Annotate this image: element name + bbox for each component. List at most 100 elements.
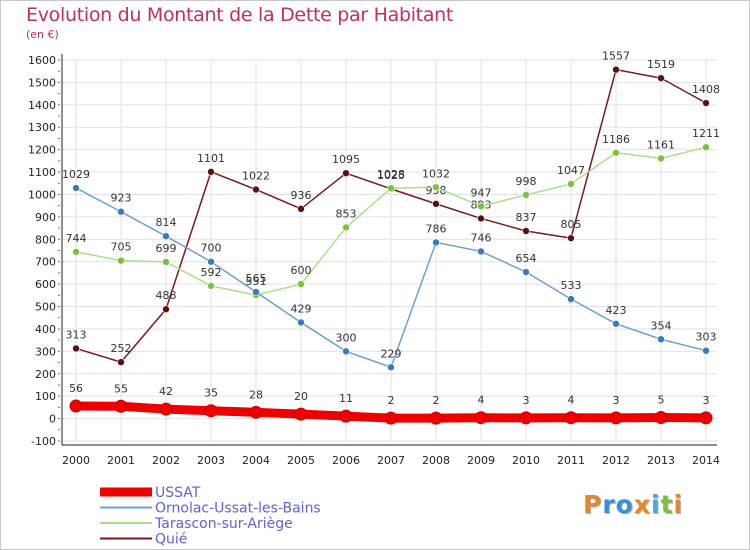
data-point [609, 411, 623, 425]
data-point [612, 319, 620, 328]
chart-title: Evolution du Montant de la Dette par Hab… [26, 4, 454, 26]
data-label: 20 [294, 390, 308, 403]
data-point [339, 409, 353, 423]
data-point [297, 318, 305, 327]
legend-label: Tarascon-sur-Ariège [154, 516, 293, 532]
y-tick-label: 1200 [28, 144, 56, 157]
y-tick-label: 900 [35, 211, 56, 224]
data-label: 853 [336, 207, 357, 220]
data-label: 936 [291, 189, 312, 202]
data-point [252, 288, 260, 296]
data-label: 303 [696, 331, 717, 344]
data-point [207, 282, 215, 290]
data-label: 1029 [62, 168, 90, 181]
y-tick-label: 800 [35, 233, 56, 246]
y-tick-label: 1400 [28, 99, 56, 112]
data-label: 3 [613, 394, 620, 407]
data-label: 551 [246, 275, 267, 288]
data-point [702, 346, 710, 355]
data-label: 533 [561, 279, 582, 292]
data-label: 354 [651, 319, 672, 332]
data-label: 4 [568, 394, 575, 407]
chart-unit: (en €) [26, 28, 59, 41]
data-point [249, 405, 263, 419]
data-point [72, 248, 80, 256]
logo-letter: t [660, 490, 674, 519]
data-label: 705 [111, 241, 132, 254]
data-point [474, 411, 488, 425]
data-label: 4 [478, 394, 485, 407]
data-point [162, 232, 170, 240]
legend-entry: Quié [100, 532, 187, 548]
data-label: 42 [159, 385, 173, 398]
data-point [387, 184, 395, 192]
series-ornolac-ussat-les-bains: 1029 923 814 700 565 429 300 229 786 746 654 533 423… [62, 168, 717, 372]
data-label: 837 [516, 211, 537, 224]
data-label: 1101 [197, 152, 225, 165]
logo-letter: x [633, 490, 651, 519]
x-tick-label: 2000 [62, 454, 90, 467]
data-label: 313 [66, 328, 87, 341]
x-tick-label: 2004 [242, 454, 270, 467]
data-point [72, 344, 80, 353]
data-label: 11 [339, 392, 353, 405]
data-label: 252 [111, 342, 132, 355]
data-point [117, 256, 125, 265]
data-point [297, 280, 305, 288]
data-point [342, 223, 350, 232]
data-point [342, 347, 350, 356]
data-label: 429 [291, 302, 312, 315]
data-point [612, 65, 620, 74]
data-point [159, 402, 173, 416]
data-label: 1095 [332, 153, 360, 166]
x-axis: 2000 2001 2002 2003 2004 2005 2006 2007 2008 2009… [62, 444, 720, 467]
logo-letter: r [602, 490, 616, 519]
legend-entry: USSAT [100, 485, 201, 501]
data-label: 805 [561, 218, 582, 231]
data-label: 2 [433, 394, 440, 407]
data-point [477, 247, 485, 256]
data-label: 998 [516, 175, 537, 188]
series-tarascon-sur-ari-ge: 744 705 699 592 551 600 853 1028 1032 947 998 1047 1… [66, 127, 720, 299]
y-tick-label: 700 [35, 256, 56, 269]
logo-letter: i [673, 490, 684, 519]
data-point [252, 185, 260, 194]
data-point [522, 191, 530, 199]
data-label: 229 [381, 347, 402, 360]
data-label: 300 [336, 331, 357, 344]
x-tick-label: 2007 [377, 454, 405, 467]
data-point [117, 358, 125, 366]
data-label: 700 [201, 242, 222, 255]
x-tick-label: 2001 [107, 454, 135, 467]
data-label: 5 [658, 393, 665, 406]
data-label: 1032 [422, 167, 450, 180]
data-label: 56 [69, 382, 83, 395]
data-label: 1186 [602, 133, 630, 146]
data-label: 1028 [377, 168, 405, 181]
data-point [477, 202, 485, 211]
data-point [567, 234, 575, 242]
data-point [294, 407, 308, 421]
y-tick-label: 200 [35, 368, 56, 381]
data-label: 654 [516, 252, 537, 265]
x-tick-label: 2008 [422, 454, 450, 467]
data-point [207, 168, 215, 176]
logo-letter: P [583, 490, 603, 519]
data-point [114, 399, 128, 413]
data-label: 1025 [377, 169, 405, 182]
proxiti-logo: Proxiti [583, 490, 683, 519]
data-point [387, 363, 395, 372]
data-label: 2 [388, 394, 395, 407]
y-tick-label: 1100 [28, 166, 56, 179]
data-label: 423 [606, 304, 627, 317]
y-tick-label: 600 [35, 278, 56, 291]
logo-letter: o [615, 490, 634, 519]
data-point [432, 183, 440, 192]
data-label: 1519 [647, 58, 675, 71]
x-tick-label: 2012 [602, 454, 630, 467]
data-point [522, 268, 530, 276]
data-point [297, 205, 305, 213]
data-point [522, 227, 530, 235]
legend-label: Ornolac-Ussat-les-Bains [155, 501, 321, 517]
y-tick-label: 1500 [28, 76, 56, 89]
